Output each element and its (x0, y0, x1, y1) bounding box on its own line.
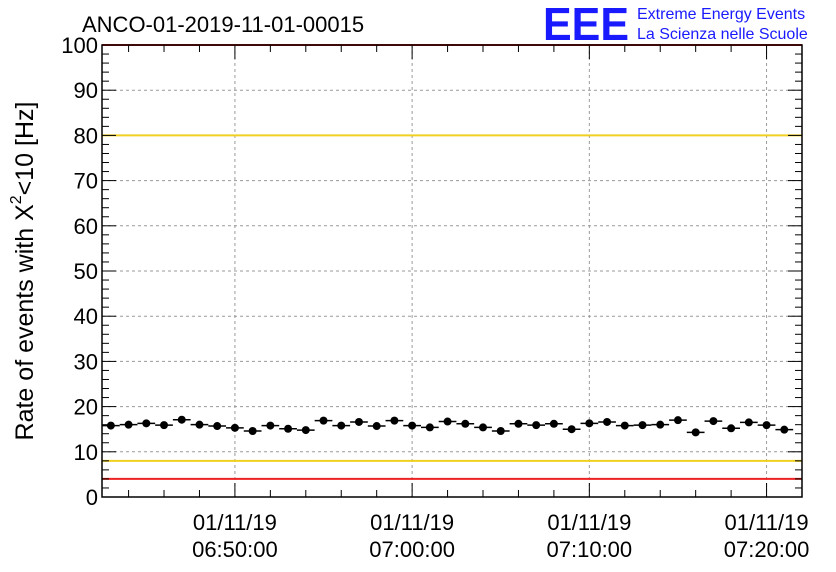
data-point (354, 417, 363, 426)
logo-line-1: Extreme Energy Events (637, 6, 805, 23)
data-point (567, 425, 576, 434)
data-point (106, 421, 115, 430)
data-point (301, 426, 310, 435)
reference-lines (102, 44, 802, 480)
y-tick-label: 70 (74, 169, 98, 194)
data-point (284, 424, 293, 433)
data-points (102, 415, 794, 437)
x-tick-label: 07:10:00 (547, 537, 633, 562)
data-point (744, 418, 753, 427)
data-point (337, 421, 346, 430)
data-point (585, 419, 594, 428)
y-tick-label: 80 (74, 123, 98, 148)
x-tick-date-label: 01/11/19 (725, 510, 809, 535)
data-point (142, 419, 151, 428)
data-point (673, 416, 682, 425)
y-tick-label: 10 (74, 440, 98, 465)
data-point (248, 427, 257, 436)
data-point (372, 422, 381, 431)
y-tick-label: 40 (74, 304, 98, 329)
grid (102, 45, 802, 497)
data-point (160, 421, 169, 430)
data-point (496, 427, 505, 436)
data-point (638, 421, 647, 430)
tick-labels: 010203040506070809010001/11/1906:50:0001… (61, 33, 809, 562)
data-point (479, 423, 488, 432)
data-point (603, 417, 612, 426)
data-point (656, 420, 665, 429)
data-point (266, 421, 275, 430)
y-tick-label: 30 (74, 349, 98, 374)
y-tick-label: 90 (74, 78, 98, 103)
data-point (443, 417, 452, 426)
y-axis-label: Rate of events with X2<10 [Hz] (8, 102, 39, 441)
data-point (213, 422, 222, 431)
data-point (620, 421, 629, 430)
data-point (514, 419, 523, 428)
y-tick-label: 50 (74, 259, 98, 284)
x-tick-date-label: 01/11/19 (370, 510, 454, 535)
logo-line-2: La Scienza nelle Scuole (637, 26, 808, 43)
chart-title: ANCO-01-2019-11-01-00015 (82, 12, 364, 37)
plot-frame (101, 44, 803, 498)
data-point (195, 420, 204, 429)
data-point (691, 428, 700, 437)
x-tick-date-label: 01/11/19 (193, 510, 277, 535)
data-point (780, 425, 789, 434)
logo-mark: EEE (543, 0, 629, 50)
data-point (727, 424, 736, 433)
data-point (177, 415, 186, 424)
y-tick-label: 60 (74, 214, 98, 239)
y-tick-label: 20 (74, 395, 98, 420)
axis-ticks (102, 44, 802, 498)
data-point (461, 419, 470, 428)
x-tick-date-label: 01/11/19 (547, 510, 631, 535)
eee-logo: EEE Extreme Energy Events La Scienza nel… (543, 0, 808, 50)
data-point (124, 420, 133, 429)
x-tick-label: 06:50:00 (192, 537, 278, 562)
data-point (390, 416, 399, 425)
y-tick-label: 0 (86, 485, 98, 510)
data-point (549, 419, 558, 428)
data-point (425, 423, 434, 432)
y-tick-label: 100 (61, 33, 98, 58)
x-tick-label: 07:00:00 (369, 537, 455, 562)
data-point (408, 421, 417, 430)
x-tick-label: 07:20:00 (724, 537, 810, 562)
data-point (709, 417, 718, 426)
data-point (230, 423, 239, 432)
data-point (532, 421, 541, 430)
data-point (319, 416, 328, 425)
data-point (762, 421, 771, 430)
